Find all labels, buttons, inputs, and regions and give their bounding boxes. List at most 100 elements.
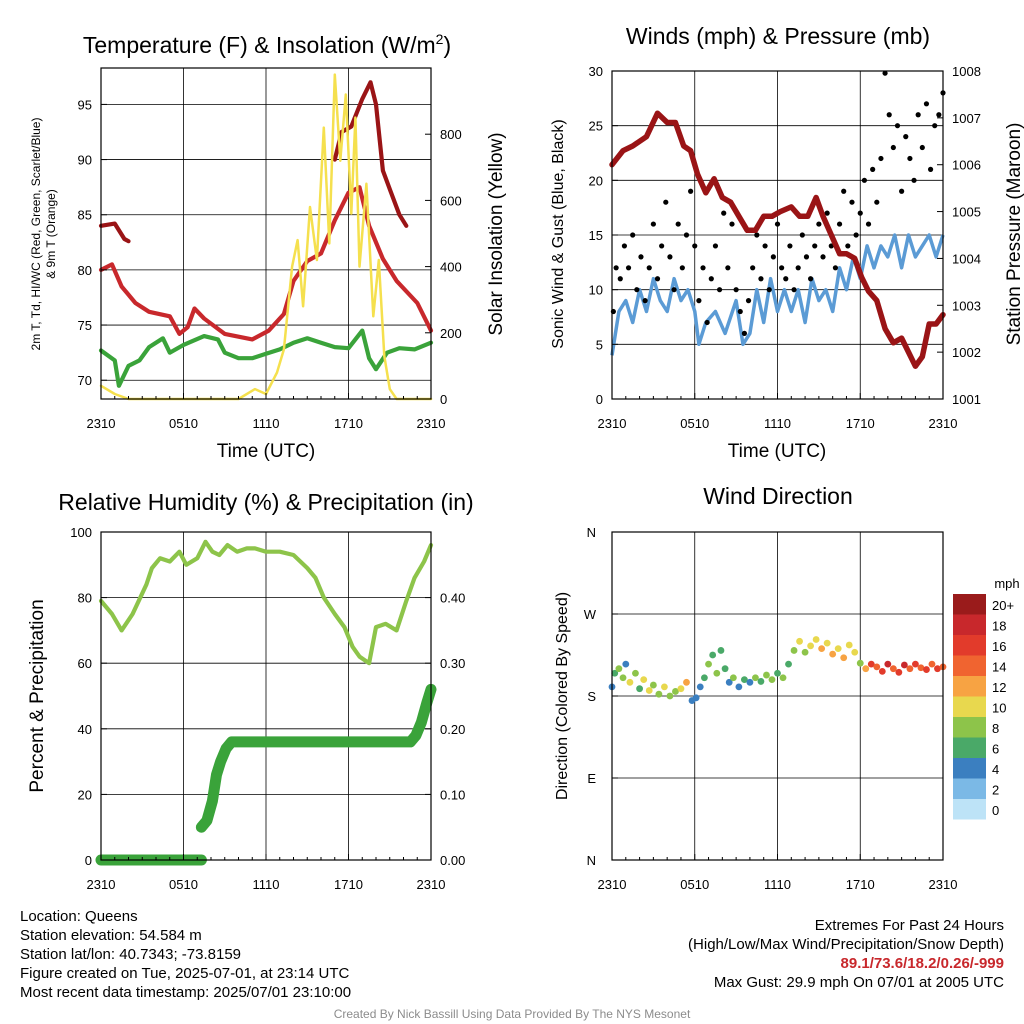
x-tick-label: 1110 (253, 416, 280, 431)
gust-point (832, 265, 839, 271)
gust-point (692, 243, 698, 249)
direction-point (725, 678, 733, 686)
direction-point (917, 664, 925, 672)
y-tick-label: N (587, 853, 596, 868)
x-tick-label: 1110 (764, 416, 791, 431)
y2-tick-label: 1006 (952, 158, 981, 173)
y-tick-label: 95 (78, 97, 92, 112)
x-tick-label: 2310 (598, 877, 627, 892)
station-latlon: Station lat/lon: 40.7343; -73.8159 (20, 946, 242, 963)
direction-point (807, 642, 814, 650)
y2-tick-label: 0 (440, 392, 447, 407)
gust-point (783, 276, 789, 282)
y2-tick-label: 0.20 (440, 722, 465, 737)
winds-panel-title: Winds (mph) & Pressure (mb) (626, 23, 930, 49)
y2-tick-label: 1008 (952, 64, 981, 79)
gust-point (882, 70, 888, 76)
direction-point (721, 665, 729, 673)
x-tick-label: 2310 (417, 877, 446, 892)
extremes-values: 89.1/73.6/18.2/0.26/-999 (840, 955, 1004, 972)
direction-point (829, 650, 837, 658)
direction-point (763, 671, 770, 679)
gust-point (890, 144, 896, 151)
colorbar-label: 8 (992, 721, 999, 736)
colorbar-swatch (953, 758, 986, 779)
gust-point (886, 112, 892, 118)
credit-line: Created By Nick Bassill Using Data Provi… (333, 1007, 691, 1021)
y-tick-label: 80 (78, 591, 92, 606)
gust-point (683, 232, 690, 238)
y2-tick-label: 600 (440, 193, 462, 208)
winds-xlabel: Time (UTC) (728, 441, 827, 462)
y-tick-label: 5 (596, 337, 603, 352)
gust-point (874, 199, 880, 205)
gust-point (613, 265, 619, 271)
direction-point (622, 660, 630, 668)
gust-point (923, 101, 930, 107)
direction-point (615, 665, 623, 673)
x-tick-label: 0510 (680, 877, 709, 892)
gust-point (630, 232, 636, 238)
gust-point (849, 199, 855, 205)
gust-point (700, 265, 706, 271)
gust-point (725, 265, 731, 271)
colorbar-label: 20+ (992, 598, 1014, 613)
y-tick-label: 15 (589, 228, 603, 243)
direction-point (632, 669, 639, 677)
colorbar-swatch (953, 594, 986, 615)
direction-point (683, 678, 690, 686)
station-elevation: Station elevation: 54.584 m (20, 927, 202, 944)
gust-point (708, 276, 714, 282)
x-tick-label: 2310 (87, 416, 116, 431)
colorbar-swatch (953, 799, 986, 820)
gust-point (865, 221, 872, 227)
colorbar-label: 14 (992, 660, 1006, 675)
temperature-panel: Temperature (F) & Insolation (W/m2) 2310… (29, 31, 507, 462)
direction-point (713, 669, 721, 677)
y2-tick-label: 0.40 (440, 591, 465, 606)
y2-tick-label: 400 (440, 260, 462, 275)
pressure-ylabel: Station Pressure (Maroon) (1004, 123, 1024, 346)
colorbar-label: 18 (992, 619, 1006, 634)
direction-point (889, 665, 897, 673)
colorbar-label: 2 (992, 783, 999, 798)
direction-point (928, 660, 936, 668)
direction-point (912, 660, 919, 668)
x-tick-label: 2310 (598, 416, 627, 431)
gust-point (770, 254, 776, 260)
colorbar-label: 16 (992, 639, 1006, 654)
gust-point (654, 276, 661, 282)
x-tick-label: 1110 (764, 877, 791, 892)
gust-point (857, 210, 863, 216)
speed-colorbar: mph 20+ 18 16 14 12 10 8 6 4 2 0 (953, 576, 1020, 820)
colorbar-swatch (953, 737, 986, 758)
direction-point (818, 645, 826, 653)
direction-point (672, 688, 679, 695)
colorbar-swatch (953, 778, 986, 799)
gust-point (915, 112, 921, 118)
gust-point (870, 166, 876, 172)
direction-point (735, 683, 743, 691)
gust-point (820, 254, 826, 260)
gust-point (754, 232, 760, 238)
y-tick-label: 30 (589, 64, 603, 79)
direction-point (785, 660, 792, 668)
direction-point (856, 659, 864, 667)
gust-point (733, 287, 739, 293)
y2-tick-label: 1007 (952, 111, 981, 126)
x-tick-label: 0510 (169, 877, 198, 892)
humidity-panel-title: Relative Humidity (%) & Precipitation (i… (58, 489, 473, 515)
x-tick-label: 1710 (846, 416, 875, 431)
direction-point (701, 674, 708, 682)
gust-point (787, 243, 793, 249)
y2-tick-label: 800 (440, 127, 462, 142)
gust-point (816, 221, 822, 227)
direction-point (900, 661, 908, 669)
extremes-info: Extremes For Past 24 Hours (High/Low/Max… (688, 916, 1004, 992)
direction-point (867, 660, 875, 668)
y-tick-label: 70 (78, 373, 92, 388)
direction-point (801, 648, 809, 656)
x-tick-label: 2310 (417, 416, 446, 431)
y-tick-label: W (584, 607, 597, 622)
direction-point (934, 665, 941, 673)
